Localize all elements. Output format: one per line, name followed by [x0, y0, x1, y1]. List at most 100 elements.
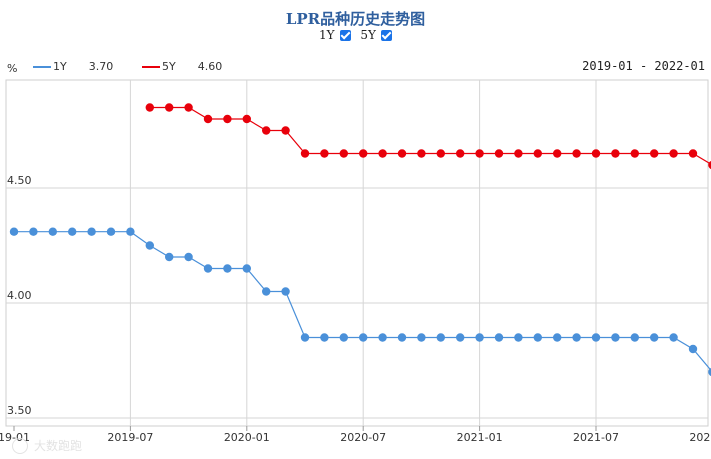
data-point-5y — [494, 149, 504, 158]
x-tick-label: 2020-01 — [224, 431, 270, 444]
x-tick-label: 2019-07 — [107, 431, 153, 444]
legend-item-1y[interactable]: 1Y 3.70 — [33, 60, 113, 73]
data-point-1y — [669, 333, 678, 342]
data-point-5y — [339, 149, 348, 158]
chart-title: LPR品种历史走势图 — [285, 10, 426, 28]
x-tick-label: 2022-01 — [689, 431, 711, 444]
y-tick-label: 4.00 — [7, 289, 32, 302]
x-tick-label: 2021-01 — [457, 431, 503, 444]
legend-1y-line-icon — [33, 65, 51, 68]
data-point-1y — [708, 368, 711, 376]
data-point-5y — [145, 103, 154, 112]
data-point-1y — [475, 333, 484, 342]
data-point-5y — [669, 149, 678, 158]
data-point-5y — [436, 149, 445, 158]
data-point-5y — [262, 126, 271, 135]
data-point-1y — [262, 287, 271, 296]
data-point-1y — [9, 227, 19, 236]
legend-1y-name: 1Y — [53, 60, 67, 73]
data-point-5y — [417, 149, 426, 158]
data-point-5y — [300, 149, 310, 158]
data-point-5y — [184, 103, 193, 112]
data-point-5y — [397, 149, 407, 158]
data-point-5y — [611, 149, 620, 158]
toggle-5y-label: 5Y — [360, 28, 376, 42]
data-point-5y — [650, 149, 659, 158]
toggle-1y-label: 1Y — [319, 28, 335, 42]
series-toggles: 1Y 5Y — [0, 28, 711, 42]
data-point-5y — [708, 161, 711, 169]
plot-frame — [5, 79, 709, 427]
watermark-logo-icon — [12, 437, 28, 454]
data-point-1y — [339, 333, 348, 342]
data-point-5y — [688, 149, 698, 158]
data-point-5y — [456, 149, 465, 158]
data-point-1y — [68, 227, 77, 236]
data-point-1y — [533, 333, 542, 342]
data-point-1y — [48, 227, 57, 236]
watermark: 大数跑跑 — [12, 437, 82, 454]
data-point-5y — [630, 149, 639, 158]
x-tick-label: 2021-07 — [573, 431, 619, 444]
data-point-5y — [320, 149, 329, 158]
data-point-1y — [165, 252, 174, 262]
data-point-5y — [281, 126, 290, 135]
series-line-5y — [149, 106, 711, 165]
data-point-1y — [650, 333, 659, 342]
data-point-1y — [514, 333, 523, 342]
legend-1y-value: 3.70 — [88, 60, 114, 73]
data-point-1y — [184, 252, 193, 262]
x-tick-label: 2020-07 — [340, 431, 386, 444]
data-point-1y — [591, 333, 601, 342]
data-point-1y — [378, 333, 387, 342]
data-point-1y — [456, 333, 465, 342]
data-point-1y — [436, 333, 445, 342]
data-point-1y — [320, 333, 329, 342]
data-point-1y — [611, 333, 620, 342]
data-point-1y — [397, 333, 407, 342]
data-point-1y — [145, 241, 154, 250]
data-point-1y — [126, 227, 135, 236]
y-tick-label: 4.50 — [7, 174, 32, 187]
data-point-5y — [242, 114, 251, 124]
data-point-1y — [630, 333, 639, 342]
data-point-1y — [203, 264, 213, 273]
data-point-5y — [378, 149, 387, 158]
data-point-5y — [223, 114, 232, 124]
watermark-text: 大数跑跑 — [34, 439, 83, 453]
data-point-1y — [223, 264, 232, 273]
data-point-5y — [475, 149, 484, 158]
data-point-1y — [281, 287, 290, 296]
data-point-1y — [87, 227, 96, 236]
data-point-5y — [203, 114, 213, 124]
data-point-1y — [106, 227, 116, 236]
data-point-1y — [359, 333, 368, 342]
data-point-1y — [553, 333, 562, 342]
data-point-5y — [591, 149, 601, 158]
unit-label: % — [7, 62, 18, 75]
data-point-5y — [553, 149, 562, 158]
data-point-1y — [300, 333, 310, 342]
legend-5y-value: 4.60 — [197, 60, 223, 73]
toggle-1y[interactable]: 1Y — [319, 28, 351, 42]
data-point-1y — [242, 264, 251, 273]
data-point-1y — [572, 333, 581, 342]
series-line-1y — [14, 231, 711, 372]
data-point-5y — [165, 103, 174, 112]
toggle-5y[interactable]: 5Y — [360, 28, 392, 42]
legend-5y-name: 5Y — [162, 60, 176, 73]
legend-item-5y[interactable]: 5Y 4.60 — [142, 60, 222, 73]
data-point-5y — [514, 149, 523, 158]
data-point-1y — [29, 227, 38, 236]
checkbox-5y-checked-icon[interactable] — [380, 29, 392, 41]
data-point-1y — [417, 333, 426, 342]
data-point-5y — [359, 149, 368, 158]
y-tick-label: 3.50 — [7, 404, 32, 417]
data-point-1y — [688, 344, 698, 354]
legend-5y-line-icon — [142, 65, 160, 68]
data-point-1y — [494, 333, 504, 342]
checkbox-1y-checked-icon[interactable] — [339, 29, 351, 41]
data-point-5y — [533, 149, 542, 158]
date-range: 2019-01 - 2022-01 — [582, 59, 705, 73]
